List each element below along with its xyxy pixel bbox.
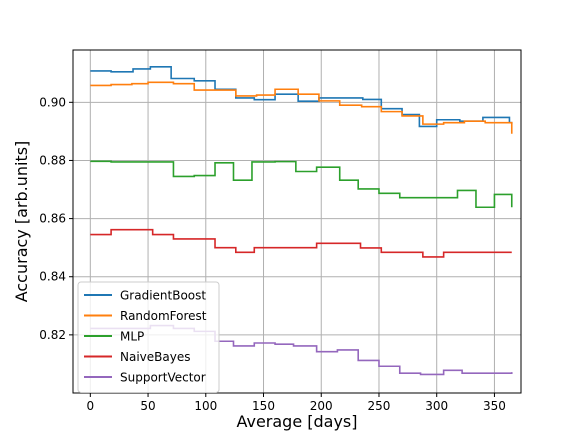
series-line-mlp [90, 160, 513, 209]
legend-label: NaiveBayes [120, 350, 190, 364]
y-tick-label: 0.84 [39, 270, 66, 284]
x-tick-label: 250 [368, 399, 391, 413]
tick-layer: 0 50 100 150 200 250 300 350 0.82 0.84 0.86 0.88 0.9… [39, 95, 506, 413]
series-line-gradientboost [90, 66, 513, 128]
x-axis-label: Average [days] [236, 412, 357, 431]
legend-label: RandomForest [120, 309, 207, 323]
legend: GradientBoost RandomForest MLP NaiveBayes Su… [77, 281, 220, 393]
x-tick-label: 300 [425, 399, 448, 413]
y-axis-label: Accuracy [arb.units] [12, 141, 31, 303]
legend-label: SupportVector [120, 371, 206, 385]
y-tick-label: 0.88 [39, 153, 66, 167]
x-tick-label: 150 [252, 399, 275, 413]
x-tick-label: 50 [140, 399, 155, 413]
plot-frame [72, 49, 522, 394]
series-line-naivebayes [90, 228, 512, 258]
y-tick-label: 0.86 [39, 212, 66, 226]
y-tick-label: 0.90 [39, 95, 66, 109]
series-line-randomforest [90, 81, 513, 134]
legend-box [77, 281, 220, 393]
x-tick-label: 200 [310, 399, 333, 413]
series-layer [90, 66, 513, 376]
y-tick-label: 0.82 [39, 328, 66, 342]
x-tick-label: 350 [483, 399, 506, 413]
legend-label: MLP [120, 330, 144, 344]
x-tick-label: 100 [194, 399, 217, 413]
legend-label: GradientBoost [120, 289, 206, 303]
x-tick-label: 0 [86, 399, 94, 413]
